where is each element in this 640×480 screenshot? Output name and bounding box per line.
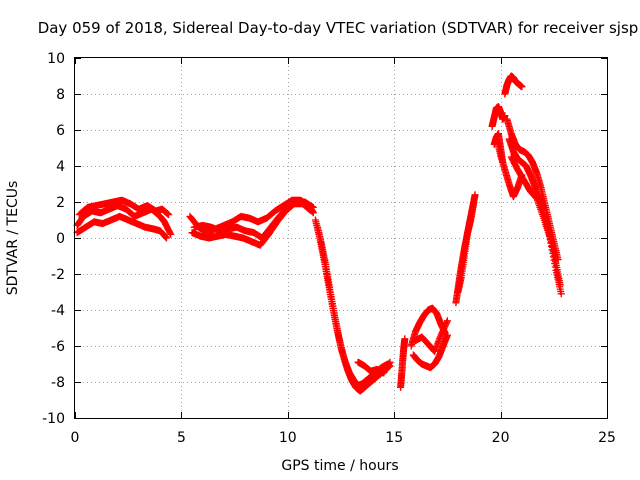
data-point — [309, 203, 317, 211]
axis-ticks: 0 5 10 15 20 25 -10 -8 -6 -4 -2 0 2 4 6 8 10 — [42, 51, 616, 446]
x-axis-label: GPS time / hours — [281, 458, 398, 474]
data-point — [401, 335, 409, 343]
y-tick-label: -10 — [42, 411, 65, 427]
data-point — [518, 83, 526, 91]
data-point — [165, 211, 173, 219]
y-tick-label: 0 — [56, 231, 65, 247]
y-tick-label: -8 — [51, 375, 65, 391]
x-tick-label: 15 — [385, 430, 403, 446]
x-tick-label: 25 — [598, 430, 616, 446]
data-point — [386, 358, 394, 366]
data-point — [443, 331, 451, 339]
x-tick-label: 10 — [279, 430, 297, 446]
y-tick-label: -2 — [51, 267, 65, 283]
plot-frame — [74, 57, 608, 419]
data-point — [501, 112, 509, 120]
data-series — [73, 72, 565, 395]
data-point — [470, 198, 478, 206]
y-tick-label: 10 — [47, 51, 65, 67]
x-tick-label: 5 — [177, 430, 186, 446]
data-point — [443, 317, 451, 325]
y-tick-label: 8 — [56, 87, 65, 103]
data-point — [167, 230, 175, 238]
y-tick-label: 4 — [56, 159, 65, 175]
chart-title: Day 059 of 2018, Sidereal Day-to-day VTE… — [38, 19, 639, 37]
x-tick-label: 0 — [71, 430, 80, 446]
data-point — [557, 290, 565, 298]
y-tick-label: 6 — [56, 123, 65, 139]
y-tick-label: -4 — [51, 303, 65, 319]
y-tick-label: -6 — [51, 339, 65, 355]
x-tick-label: 20 — [492, 430, 510, 446]
data-point — [471, 191, 479, 199]
data-point — [163, 234, 171, 242]
grid — [75, 58, 607, 418]
y-axis-label: SDTVAR / TECUs — [5, 181, 21, 296]
y-tick-label: 2 — [56, 195, 65, 211]
